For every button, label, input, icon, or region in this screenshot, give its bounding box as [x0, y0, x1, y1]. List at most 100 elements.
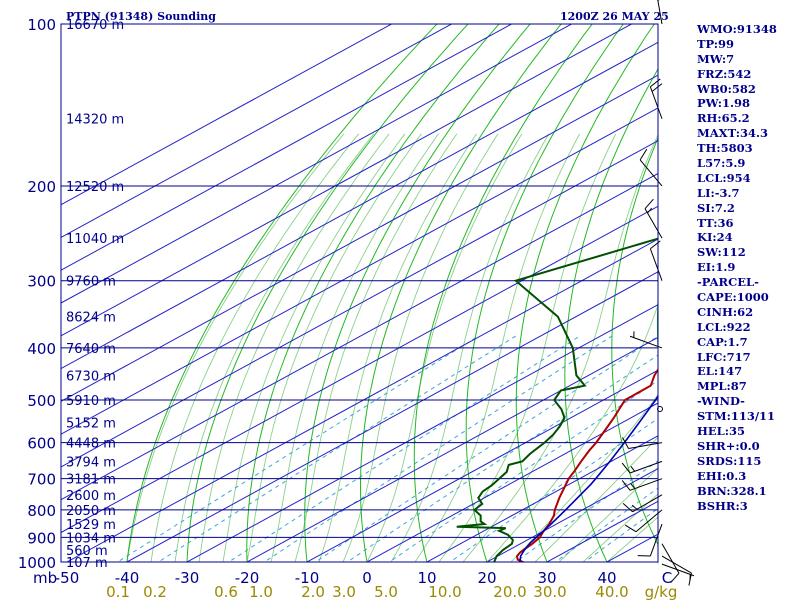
pressure-tick-label: 400: [27, 340, 56, 358]
mixing-ratio-label: 30.0: [533, 583, 566, 600]
index-item: CINH:62: [697, 304, 754, 319]
dry-adiabat-line: [360, 24, 562, 562]
dry-adiabat-line: [186, 24, 469, 562]
height-label: 3794 m: [66, 455, 116, 470]
index-item: MW:7: [697, 51, 735, 66]
pressure-tick-label: 600: [27, 435, 56, 453]
isotherm-line: [65, 238, 658, 562]
moist-adiabat-line: [390, 133, 550, 562]
isotherm-line: [61, 41, 658, 370]
moist-adiabat-line: [246, 133, 422, 562]
mixing-ratio-line: [116, 335, 479, 562]
sounding-time: 1200Z 26 MAY 25: [560, 10, 669, 23]
mixing-ratio-label: 40.0: [595, 583, 628, 600]
wind-barb-half-feather: [630, 483, 636, 489]
isotherm-line: [61, 24, 453, 238]
wind-barb-shaft: [649, 523, 663, 557]
isotherm-line: [61, 205, 658, 534]
moist-adiabat-line: [126, 133, 345, 562]
dry-adiabat-line: [611, 136, 658, 546]
index-item: RH:65.2: [697, 111, 750, 126]
height-label: 12520 m: [66, 180, 124, 195]
dry-adiabat-line: [465, 24, 624, 562]
wind-barb-feather: [624, 524, 637, 533]
isotherm-line: [61, 24, 633, 337]
temperature-tick-label: 0: [362, 569, 372, 587]
wind-barb-shaft: [661, 555, 692, 574]
pressure-tick-label: 200: [27, 178, 56, 196]
dry-adiabat-line: [304, 24, 531, 562]
mixing-ratio-label: 20.0: [493, 583, 526, 600]
index-item: TT:36: [697, 215, 734, 230]
dry-adiabat-line: [246, 24, 500, 562]
mixing-ratio-line: [346, 354, 658, 562]
wind-barb-shaft: [661, 563, 695, 577]
dry-adiabat-line: [413, 24, 593, 562]
mixing-ratio-label: 0.2: [143, 583, 167, 600]
mixing-ratio-line: [263, 335, 613, 562]
wind-barb: [622, 494, 663, 513]
pressure-tick-label: 1000: [18, 554, 56, 572]
wind-barb: [622, 437, 663, 450]
isotherm-line: [61, 140, 658, 468]
temperature-tick-label: 40: [597, 569, 616, 587]
index-item: TP:99: [697, 36, 735, 51]
wind-barb-feather: [622, 437, 629, 449]
temperature-tick-label: -10: [295, 569, 320, 587]
moist-adiabat-line: [414, 133, 581, 562]
wind-barb-shaft: [628, 442, 663, 450]
dry-adiabat-line: [126, 24, 438, 562]
index-item: MPL:87: [697, 379, 747, 394]
temperature-tick-label: -50: [55, 569, 80, 587]
height-label: 1529 m: [66, 518, 116, 533]
temperature-tick-label: -40: [115, 569, 140, 587]
index-item: -PARCEL-: [697, 275, 759, 290]
height-label: 560 m: [66, 544, 108, 559]
index-item: WMO:91348: [697, 22, 777, 36]
moist-adiabat-line: [198, 133, 390, 562]
isotherm-line: [61, 172, 658, 501]
wind-barb-feather: [621, 480, 631, 491]
moist-adiabat-line: [582, 493, 658, 562]
wind-barb-shaft: [629, 460, 663, 474]
wind-barb-shaft: [632, 494, 663, 513]
pressure-tick-label: 300: [27, 273, 56, 291]
pressure-tick-label: 700: [27, 471, 56, 489]
pressure-unit-label: mb: [33, 569, 57, 587]
stability-indices-panel: WMO:91348 TP:99 MW:7 FRZ:542 WB0:582 PW:1.98 R…: [697, 22, 800, 513]
pressure-tick-label: 900: [27, 529, 56, 547]
height-label: 7640 m: [66, 342, 116, 357]
index-item: SHR+:0.0: [697, 438, 760, 453]
wind-barb-feather: [688, 572, 692, 586]
index-item: EHI:0.3: [697, 468, 747, 483]
isotherm-line: [185, 304, 658, 562]
wind-barb-shaft: [661, 543, 680, 574]
moist-adiabat-line: [438, 133, 617, 562]
temperature-profile-line: [515, 367, 658, 562]
height-label: 14320 m: [66, 113, 124, 128]
wind-barb: [661, 543, 680, 584]
wind-barb-feather: [639, 148, 648, 161]
parcel-profile-line: [519, 394, 658, 562]
dewpoint-profile-line: [456, 237, 658, 562]
wind-barb-shaft: [644, 208, 663, 239]
height-label: 6730 m: [66, 369, 116, 384]
wind-barb-feather: [650, 240, 661, 250]
index-item: HEL:35: [697, 424, 745, 439]
wind-barb-feather: [621, 462, 631, 474]
moist-adiabat-line: [606, 516, 658, 562]
index-item: -WIND-: [697, 394, 745, 409]
index-item: LCL:954: [697, 170, 751, 185]
moist-adiabat-line: [534, 436, 658, 562]
mixing-ratio-line: [514, 460, 658, 562]
mixing-ratio-label: 0.6: [214, 583, 238, 600]
wind-barb-feather: [670, 572, 680, 584]
wind-barb-shaft: [657, 0, 663, 25]
wind-barb: [657, 0, 663, 25]
index-item: CAP:1.7: [697, 334, 748, 349]
temperature-tick-label: 10: [417, 569, 436, 587]
temperature-tick-label: 30: [537, 569, 556, 587]
wind-barb: [621, 478, 663, 491]
index-item: LFC:717: [697, 349, 751, 364]
